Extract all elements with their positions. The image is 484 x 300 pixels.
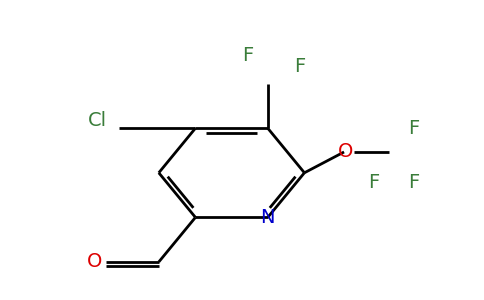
Text: O: O bbox=[338, 142, 354, 161]
Text: F: F bbox=[294, 57, 305, 76]
Text: Cl: Cl bbox=[88, 111, 107, 130]
Text: N: N bbox=[260, 208, 275, 227]
Text: F: F bbox=[408, 173, 419, 192]
Text: F: F bbox=[242, 46, 254, 65]
Text: F: F bbox=[368, 173, 379, 192]
Text: F: F bbox=[408, 119, 419, 138]
Text: O: O bbox=[87, 253, 102, 272]
